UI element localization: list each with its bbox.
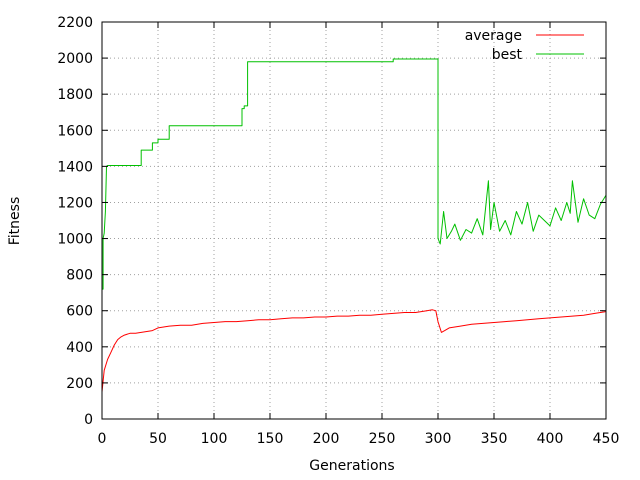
plot-frame: [101, 21, 607, 420]
x-tick-label: 100: [201, 431, 228, 447]
y-tick-label: 1600: [57, 123, 93, 139]
y-tick-label: 2000: [57, 51, 93, 67]
x-tick-label: 250: [369, 431, 396, 447]
series-layer: [101, 58, 607, 392]
x-tick-label: 0: [98, 431, 107, 447]
y-tick-label: 400: [66, 340, 93, 356]
series-line-best: [102, 58, 607, 290]
x-tick-label: 150: [257, 431, 284, 447]
y-tick-label: 800: [66, 268, 93, 284]
x-tick-label: 450: [593, 431, 620, 447]
y-tick-label: 1800: [57, 87, 93, 103]
y-tick-label: 1200: [57, 195, 93, 211]
y-tick-label: 1400: [57, 159, 93, 175]
y-tick-label: 0: [84, 412, 93, 428]
y-tick-label: 600: [66, 304, 93, 320]
x-tick-label: 300: [425, 431, 452, 447]
y-tick-label: 200: [66, 376, 93, 392]
legend-label-best: best: [492, 47, 523, 63]
x-tick-label: 350: [481, 431, 508, 447]
x-tick-label: 50: [149, 431, 167, 447]
grid: [102, 22, 606, 419]
y-axis-title: Fitness: [7, 197, 23, 246]
ticks: [101, 21, 607, 420]
x-tick-labels: 0 50 100 150 200 250 300 350 400 450: [98, 431, 620, 447]
y-tick-label: 2200: [57, 15, 93, 31]
series-line-average: [101, 309, 607, 392]
y-tick-label: 1000: [57, 232, 93, 248]
legend: average best: [465, 28, 584, 63]
x-axis-title: Generations: [309, 458, 394, 474]
x-tick-label: 200: [313, 431, 340, 447]
x-tick-label: 400: [537, 431, 564, 447]
y-tick-labels: 0 200 400 600 800 1000 1200 1400 1600 1800 2000 220…: [57, 15, 93, 428]
legend-label-average: average: [465, 28, 522, 44]
